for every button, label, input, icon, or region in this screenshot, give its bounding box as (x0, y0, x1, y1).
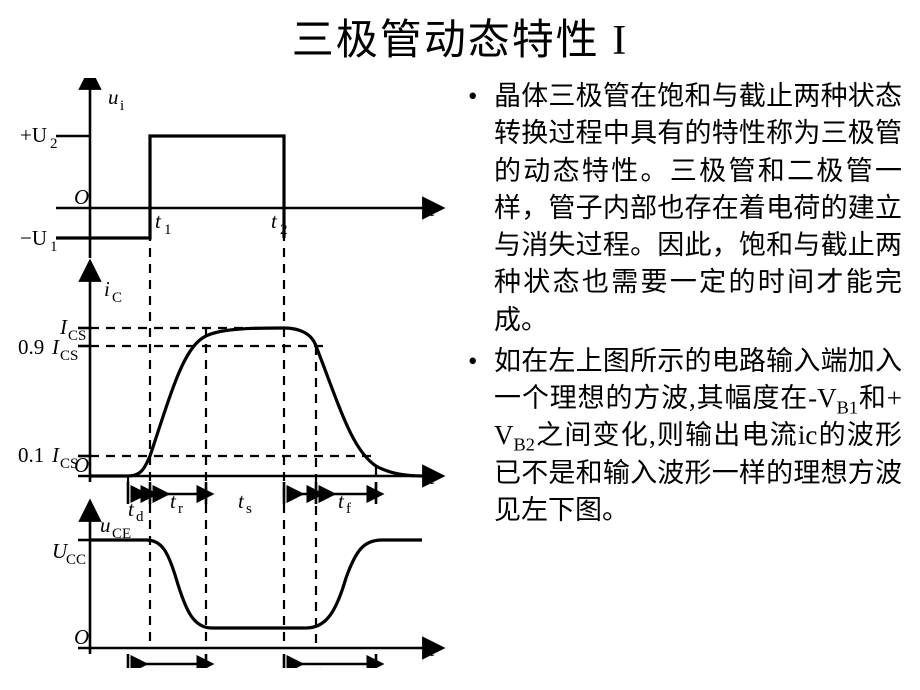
bullet-2-sub1: B1 (837, 397, 858, 417)
svg-text:O: O (74, 185, 89, 209)
svg-text:u: u (100, 513, 111, 537)
svg-text:t: t (429, 465, 436, 489)
svg-text:f: f (346, 501, 351, 517)
bullet-1: 晶体三极管在饱和与截止两种状态转换过程中具有的特性称为三极管的动态特性。三极管和… (462, 78, 902, 339)
svg-text:0.9: 0.9 (18, 335, 44, 359)
svg-text:i: i (120, 98, 124, 114)
svg-text:t: t (338, 489, 345, 513)
svg-text:s: s (246, 501, 252, 517)
svg-text:I: I (51, 443, 60, 467)
svg-text:1: 1 (164, 222, 172, 238)
bullet-2-sub2: B2 (514, 435, 535, 455)
svg-text:CS: CS (60, 348, 78, 364)
bullet-2: 如在左上图所示的电路输入端加入一个理想的方波,其幅度在-VB1和+ VB2之间变… (462, 343, 902, 529)
svg-text:1: 1 (50, 239, 58, 255)
slide-root: 三极管动态特性 I ui +U2 −U1 (0, 0, 920, 690)
panel2-intervals: td tr ts tf (128, 482, 376, 525)
svg-text:t: t (155, 209, 162, 233)
svg-text:r: r (178, 501, 183, 517)
text-column: 晶体三极管在饱和与截止两种状态转换过程中具有的特性称为三极管的动态特性。三极管和… (462, 78, 902, 533)
svg-text:t: t (429, 637, 436, 661)
svg-text:I: I (59, 315, 68, 339)
svg-text:t: t (238, 489, 245, 513)
svg-text:O: O (74, 453, 89, 477)
svg-text:CC: CC (66, 552, 86, 568)
timing-diagram: ui +U2 −U1 O t1 t2 t (16, 78, 446, 668)
panel3-intervals: ton toff (128, 654, 376, 668)
svg-text:CS: CS (68, 328, 86, 344)
svg-text:t: t (429, 197, 436, 221)
svg-text:−U: −U (20, 226, 47, 250)
bullet-1-text: 晶体三极管在饱和与截止两种状态转换过程中具有的特性称为三极管的动态特性。三极管和… (494, 81, 902, 335)
svg-text:CE: CE (112, 526, 131, 542)
timing-svg: ui +U2 −U1 O t1 t2 t (16, 78, 446, 668)
svg-text:0.1: 0.1 (18, 443, 44, 467)
svg-text:I: I (51, 335, 60, 359)
svg-text:u: u (108, 85, 119, 109)
svg-text:+U: +U (20, 123, 47, 147)
slide-title: 三极管动态特性 I (0, 6, 920, 67)
svg-text:t: t (128, 497, 135, 521)
svg-text:d: d (136, 509, 144, 525)
svg-text:t: t (271, 209, 278, 233)
svg-text:2: 2 (50, 136, 58, 152)
svg-text:O: O (74, 625, 89, 649)
svg-text:t: t (170, 489, 177, 513)
svg-text:C: C (112, 290, 122, 306)
svg-text:i: i (104, 277, 110, 301)
bullet-2e: 之间变化,则输出电流ic的波形已不是和输入波形一样的理想方波见左下图。 (494, 420, 902, 525)
